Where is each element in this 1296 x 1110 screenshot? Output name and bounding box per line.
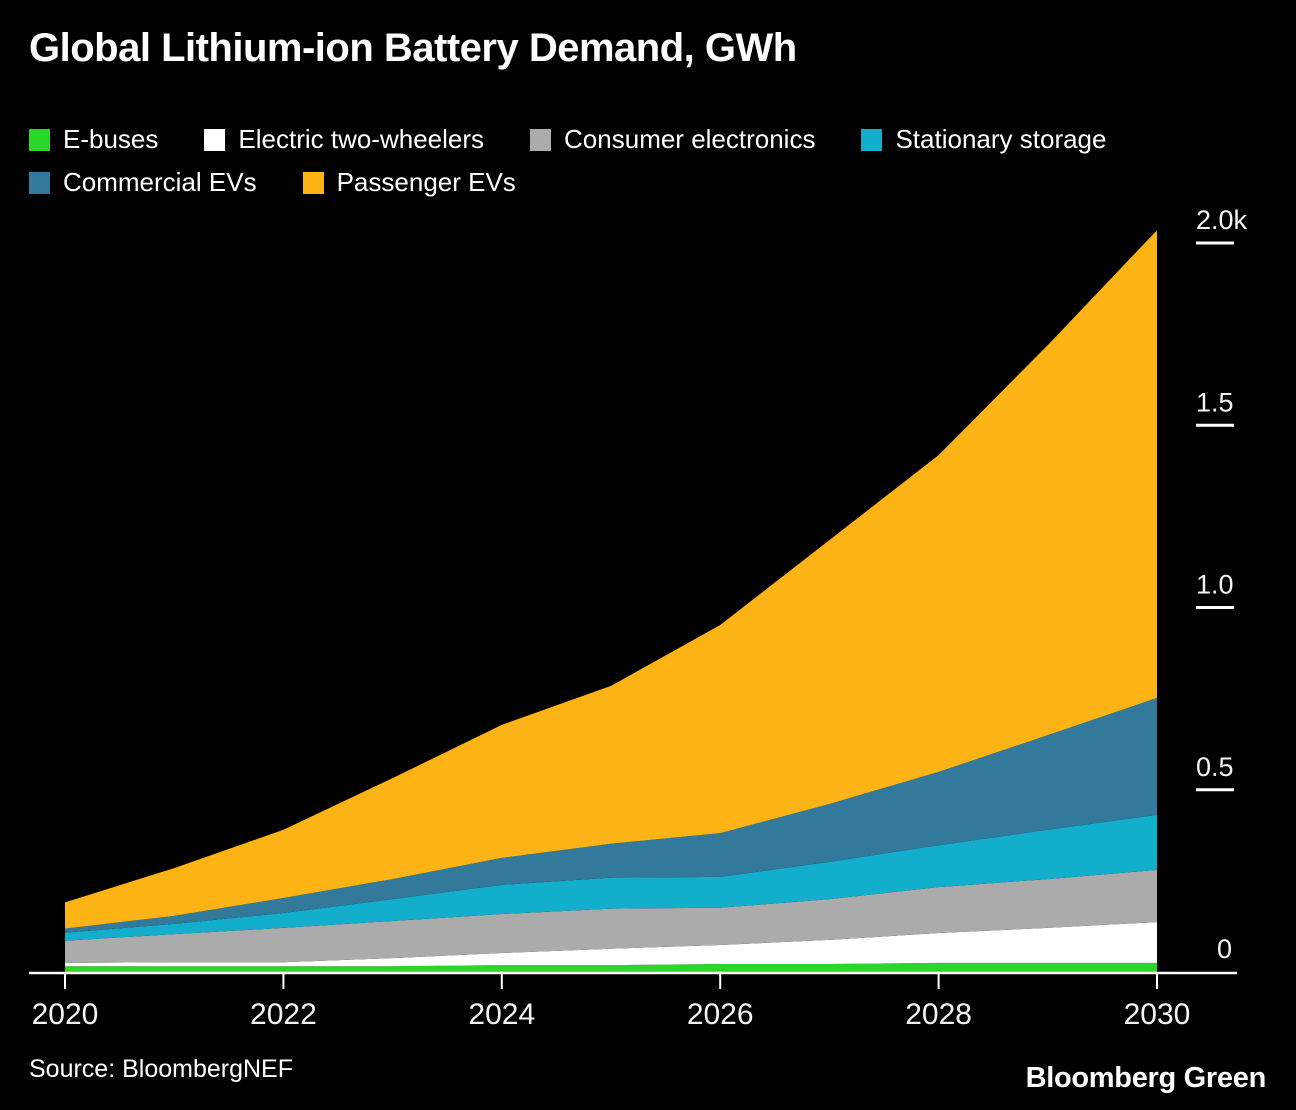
legend-item-consumer-electronics: Consumer electronics [530, 124, 815, 155]
area-consumer-electronics [65, 869, 1157, 963]
x-axis-label: 2030 [1124, 998, 1191, 1031]
y-axis-label: 0 [1217, 934, 1232, 964]
legend-swatch-icon [204, 128, 226, 151]
area-electric-two-wheelers [65, 922, 1157, 967]
area-commercial-evs [65, 697, 1157, 933]
legend-label: Commercial EVs [63, 167, 257, 197]
legend-label: Passenger EVs [336, 167, 516, 197]
area-stationary-storage [65, 814, 1157, 941]
legend-label: Electric two-wheelers [238, 124, 485, 154]
bloomberg-green-logo: Bloomberg Green [1025, 1062, 1267, 1094]
legend-swatch-icon [302, 171, 324, 194]
legend-swatch-icon [29, 171, 50, 194]
legend-swatch-icon [530, 128, 552, 151]
legend-item-electric-two-wheelers: Electric two-wheelers [204, 124, 484, 155]
legend-item-stationary-storage: Stationary storage [861, 124, 1106, 155]
legend-item-commercial-evs: Commercial EVs [29, 167, 257, 198]
y-axis-label: 1.0 [1196, 570, 1234, 600]
y-axis-label: 1.5 [1196, 387, 1234, 417]
legend-swatch-icon [29, 128, 50, 151]
legend-label: E-buses [63, 124, 159, 154]
source-note: Source: BloombergNEF [29, 1055, 294, 1083]
x-axis-label: 2020 [32, 998, 99, 1031]
area-e-buses [65, 962, 1157, 972]
area-passenger-evs [65, 230, 1157, 929]
legend-item-passenger-evs: Passenger EVs [302, 167, 516, 198]
x-axis-label: 2028 [905, 998, 972, 1031]
page-title: Global Lithium-ion Battery Demand, GWh [29, 26, 797, 70]
y-axis-label: 2.0k [1196, 205, 1248, 235]
x-axis-label: 2024 [468, 998, 535, 1031]
legend-label: Consumer electronics [564, 124, 816, 154]
x-axis-label: 2026 [687, 998, 754, 1031]
legend-label: Stationary storage [895, 124, 1107, 154]
chart-legend: E-buses Electric two-wheelers Consumer ele… [29, 124, 1269, 198]
legend-item-e-buses: E-buses [29, 124, 158, 155]
y-axis-label: 0.5 [1196, 752, 1234, 782]
legend-swatch-icon [861, 128, 883, 151]
x-axis-label: 2022 [250, 998, 317, 1031]
